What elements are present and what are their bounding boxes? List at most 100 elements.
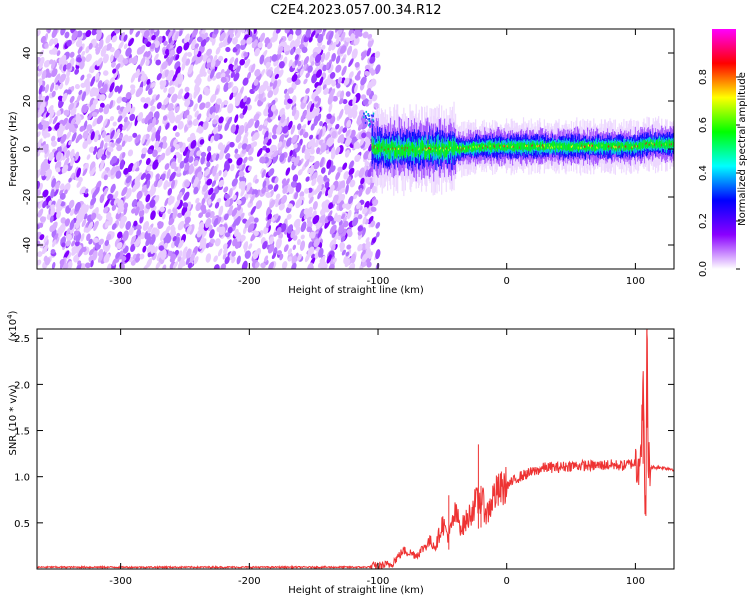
noise-blob [125, 220, 132, 231]
noise-blob [102, 53, 109, 64]
noise-blob [145, 81, 152, 91]
noise-blob [205, 212, 211, 218]
noise-blob [145, 59, 150, 66]
ridge-patch [368, 123, 371, 126]
noise-blob [88, 146, 95, 153]
noise-blob [93, 237, 99, 243]
noise-blob [37, 56, 41, 65]
noise-blob [38, 80, 43, 87]
noise-blob [155, 94, 160, 101]
noise-blob [290, 181, 297, 188]
noise-blob [37, 131, 41, 138]
noise-blob [232, 238, 238, 247]
noise-blob [74, 151, 80, 161]
noise-blob [344, 149, 350, 158]
noise-blob [340, 187, 346, 193]
noise-blob [132, 132, 138, 138]
noise-blob [143, 76, 148, 87]
noise-blob [337, 166, 343, 173]
noise-blob [164, 197, 169, 207]
y-tick-label: 20 [22, 95, 33, 108]
noise-blob [273, 150, 279, 158]
noise-blob [210, 135, 215, 144]
noise-blob [76, 180, 82, 188]
noise-blob [60, 217, 67, 224]
noise-blob [118, 84, 123, 94]
noise-blob [368, 98, 373, 105]
noise-blob [90, 197, 97, 206]
noise-blob [130, 73, 136, 83]
noise-blob [348, 71, 354, 79]
noise-blob [86, 73, 92, 79]
noise-blob [142, 245, 147, 253]
noise-blob [244, 250, 251, 259]
noise-blob [198, 212, 204, 219]
noise-blob [306, 226, 313, 233]
noise-blob [105, 34, 112, 44]
noise-blob [330, 243, 336, 252]
noise-blob [153, 53, 159, 62]
chart-title: C2E4.2023.057.00.34.R12 [270, 3, 441, 18]
noise-blob [109, 82, 115, 93]
noise-blob [123, 206, 128, 216]
noise-blob [68, 199, 75, 209]
noise-blob [297, 254, 302, 261]
noise-blob [223, 82, 230, 93]
noise-blob [195, 202, 202, 212]
noise-blob [218, 149, 225, 160]
noise-blob [321, 167, 326, 174]
noise-blob [59, 82, 64, 90]
noise-blob [354, 29, 361, 37]
noise-blob [279, 253, 284, 261]
noise-blob [175, 54, 180, 61]
noise-blob [231, 250, 237, 257]
snr-y-scale-note: (x104) [6, 310, 19, 341]
noise-blob [241, 143, 248, 150]
noise-blob [253, 217, 259, 223]
noise-blob [37, 151, 41, 157]
noise-blob [62, 145, 69, 154]
noise-blob [104, 119, 111, 129]
noise-blob [313, 251, 320, 260]
noise-blob [315, 97, 321, 109]
x-tick-label: 0 [504, 576, 510, 587]
noise-blob [37, 138, 43, 149]
colorbar-tick-label: 0.6 [698, 117, 709, 133]
noise-blob [309, 155, 315, 163]
noise-blob [64, 218, 71, 227]
noise-blob [65, 239, 71, 247]
noise-blob [251, 133, 257, 142]
noise-blob [310, 123, 315, 131]
noise-blob [104, 221, 109, 229]
noise-blob [338, 108, 344, 120]
noise-blob [328, 142, 334, 152]
noise-blob [214, 238, 221, 247]
noise-blob [135, 30, 141, 38]
noise-blob [163, 40, 168, 46]
noise-blob [202, 120, 209, 130]
noise-blob [335, 170, 341, 181]
noise-blob [168, 56, 174, 66]
noise-blob [51, 90, 56, 98]
noise-blob [37, 69, 43, 77]
noise-blob [290, 48, 295, 56]
noise-blob [324, 218, 331, 229]
noise-blob [224, 256, 230, 265]
noise-blob [254, 120, 260, 129]
noise-blob [155, 59, 162, 66]
noise-blob [115, 211, 122, 220]
noise-blob [290, 124, 296, 135]
ridge-patch [367, 118, 369, 121]
noise-blob [69, 51, 75, 58]
noise-blob [345, 202, 352, 210]
noise-blob [220, 102, 225, 109]
noise-blob [256, 147, 263, 157]
noise-blob [109, 54, 114, 63]
noise-blob [264, 38, 271, 48]
noise-blob [253, 113, 260, 122]
noise-blob [273, 67, 280, 75]
noise-blob [70, 157, 75, 167]
noise-blob [167, 195, 174, 206]
noise-blob [209, 238, 216, 244]
noise-blob [341, 65, 347, 76]
